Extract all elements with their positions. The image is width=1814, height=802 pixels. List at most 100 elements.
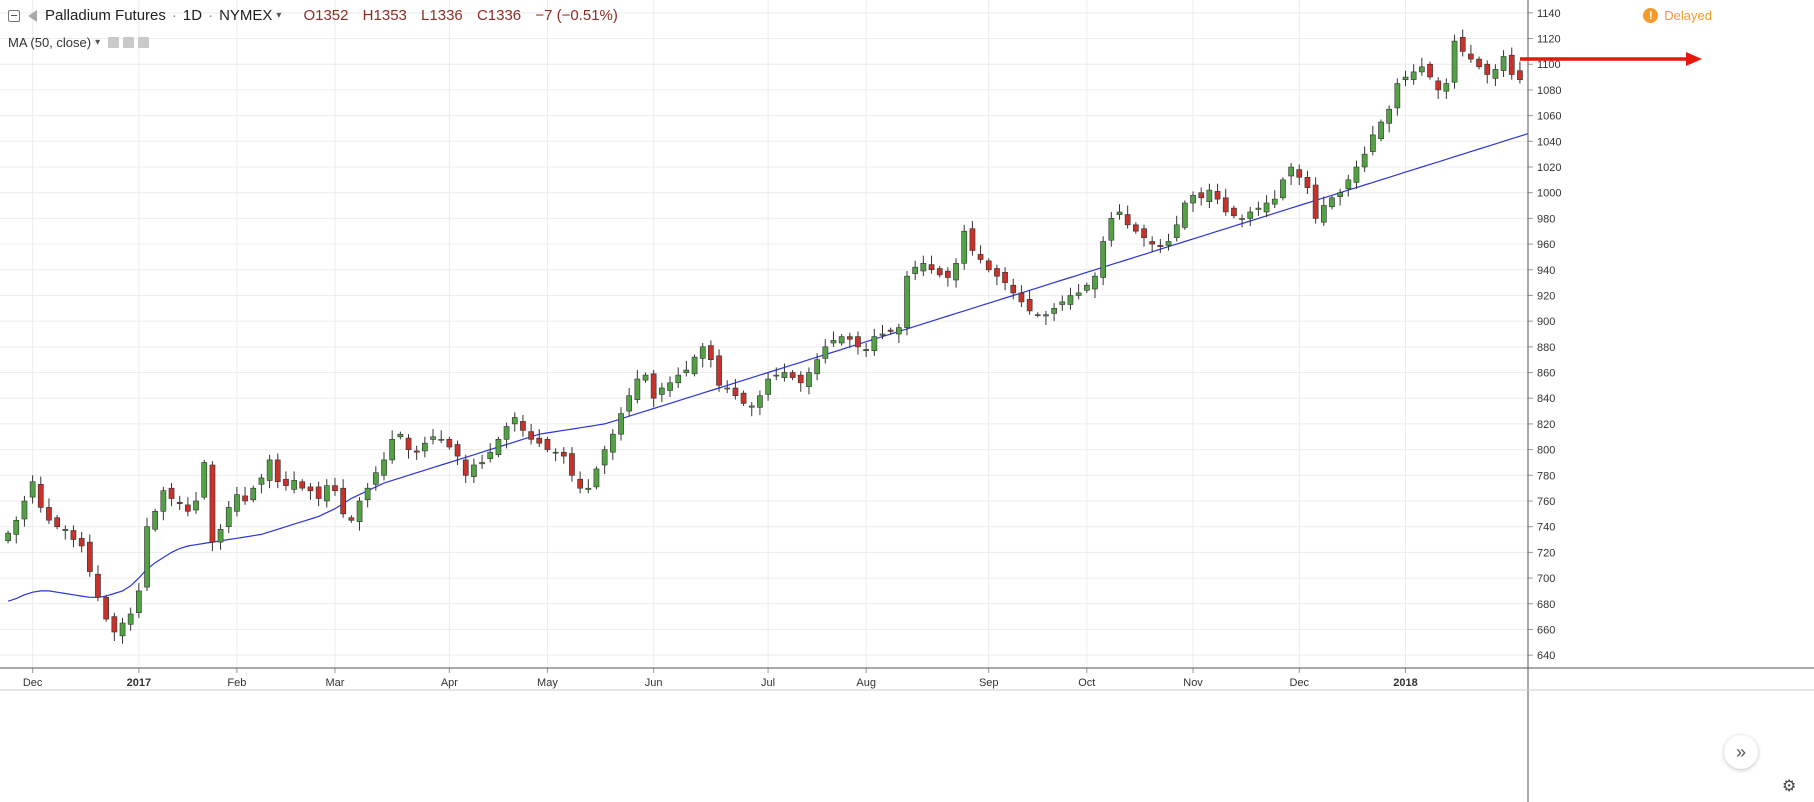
eye-icon[interactable] [108, 37, 120, 48]
symbol-name[interactable]: Palladium Futures [45, 7, 166, 24]
price-tick-label: 960 [1537, 239, 1555, 251]
candle-body [724, 387, 731, 390]
indicator-name[interactable]: MA (50, close) [8, 35, 92, 50]
candle [381, 452, 387, 481]
candle-body [732, 387, 739, 396]
candle-body [1410, 71, 1417, 80]
collapse-icon[interactable] [8, 9, 20, 22]
candle-body [789, 372, 796, 378]
candle [95, 565, 101, 602]
candle-body [111, 616, 118, 633]
candle-body [503, 426, 510, 440]
candle [846, 332, 853, 349]
candle [667, 376, 673, 397]
gear-icon[interactable]: ⚙ [1782, 778, 1797, 795]
candle [511, 412, 518, 432]
candle-body [1034, 314, 1041, 317]
flag-icon[interactable] [28, 9, 37, 22]
price-tick-label: 860 [1537, 368, 1555, 380]
candle-body [953, 262, 959, 281]
candle [1010, 278, 1017, 300]
candle-body [765, 378, 771, 395]
candle [13, 516, 20, 544]
candle [871, 328, 878, 356]
candle-body [577, 478, 583, 489]
time-tick-label: Dec [23, 677, 43, 689]
candle-body [1484, 63, 1491, 75]
candle [1288, 163, 1294, 185]
dropdown-caret-icon[interactable]: ▾ [276, 10, 282, 21]
candle [1280, 177, 1286, 201]
price-tick-label: 680 [1537, 599, 1555, 611]
candle [618, 407, 624, 441]
candle [103, 594, 109, 622]
indicator-legend: MA (50, close) ▾ [8, 35, 153, 50]
settings-icon[interactable] [123, 37, 135, 48]
candle-body [1271, 198, 1278, 205]
candle [54, 515, 60, 530]
candle-body [912, 266, 918, 274]
candle [822, 339, 829, 364]
candle [1026, 290, 1033, 315]
candle [201, 459, 208, 500]
candle [1353, 160, 1360, 189]
candle [1100, 236, 1106, 286]
candle [887, 327, 894, 334]
candle [176, 495, 183, 510]
candle [699, 342, 706, 368]
candle-body [716, 355, 722, 386]
candle-body [209, 464, 216, 543]
candle-body [136, 590, 142, 614]
candle-body [1206, 189, 1213, 203]
price-tick-label: 740 [1537, 522, 1555, 534]
candle [953, 258, 959, 288]
candle-body [1459, 36, 1466, 52]
candle [1508, 47, 1515, 80]
candle [87, 534, 93, 577]
candle-body [1517, 70, 1523, 80]
delayed-badge[interactable]: ! Delayed [1643, 8, 1712, 23]
candle-body [1173, 224, 1180, 238]
candle [1108, 211, 1115, 247]
price-tick-label: 1140 [1537, 8, 1561, 20]
candle [315, 481, 322, 507]
candle-body [1239, 218, 1245, 220]
time-tick-label: Feb [227, 677, 246, 689]
candle-body [707, 345, 714, 361]
candle-body [994, 268, 1000, 277]
candle [601, 445, 608, 475]
candle [748, 402, 755, 417]
dropdown-caret-icon[interactable]: ▾ [95, 37, 101, 48]
scroll-right-icon[interactable]: » [1724, 735, 1758, 769]
price-axis[interactable]: 640 660 680 700 720 740 760 780 800 820 840 860 880 9… [1527, 0, 1561, 802]
candle-body [62, 528, 69, 531]
candle-body [127, 613, 134, 625]
candle-body [748, 405, 755, 408]
candle-body [1165, 241, 1172, 246]
candle-body [1059, 301, 1066, 305]
candle-body [1435, 80, 1442, 91]
candle [1312, 177, 1319, 224]
candle [1084, 282, 1090, 293]
candle [291, 471, 298, 494]
time-axis[interactable]: Dec 2017 Feb Mar Apr May Jun Jul Aug Sep Oct Nov Dec… [0, 667, 1814, 691]
candle [1370, 125, 1376, 156]
candle [528, 423, 534, 445]
candle-body [283, 478, 289, 486]
exchange-label: NYMEX [219, 7, 273, 24]
candle [650, 369, 657, 408]
candle-body [323, 485, 330, 502]
candle [707, 340, 714, 368]
candle-body [1361, 153, 1368, 168]
interval-label[interactable]: 1D [182, 7, 203, 24]
delayed-label: Delayed [1664, 8, 1712, 23]
candle [544, 436, 551, 453]
candle-body [291, 480, 298, 490]
candle [593, 466, 600, 490]
candle-body [225, 507, 232, 527]
close-icon[interactable] [138, 37, 150, 48]
candle-body [691, 356, 698, 375]
candle-body [13, 519, 20, 535]
candle [806, 367, 812, 395]
